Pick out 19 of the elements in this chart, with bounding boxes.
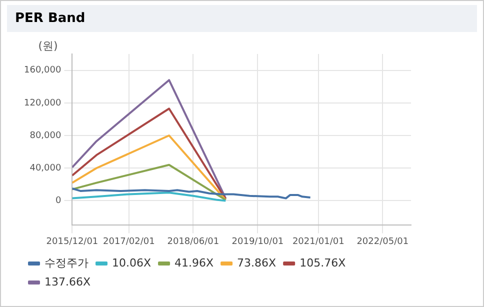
legend-label: 수정주가 (44, 256, 88, 270)
legend-label: 73.86X (237, 256, 277, 270)
chart-title: PER Band (7, 5, 477, 32)
y-tick-label: 40,000 (30, 163, 62, 174)
y-tick-label: 80,000 (30, 130, 62, 141)
legend-label: 137.66X (44, 275, 91, 288)
y-tick-label: 0 (55, 196, 62, 206)
y-tick-label: 120,000 (24, 98, 62, 108)
legend-label: 105.76X (300, 256, 346, 270)
legend-label: 10.06X (112, 256, 152, 270)
x-tick-label: 2022/05/01 (356, 236, 409, 247)
x-tick-label: 2015/12/01 (46, 236, 98, 247)
x-tick-label: 2017/02/01 (102, 236, 155, 247)
x-tick-label: 2018/06/01 (167, 236, 220, 247)
y-axis-title: (원) (38, 39, 58, 52)
x-tick-label: 2021/01/01 (292, 236, 344, 247)
x-tick-label: 2019/10/01 (232, 236, 284, 247)
y-tick-label: 160,000 (24, 66, 62, 76)
legend-label: 41.96X (174, 256, 214, 270)
